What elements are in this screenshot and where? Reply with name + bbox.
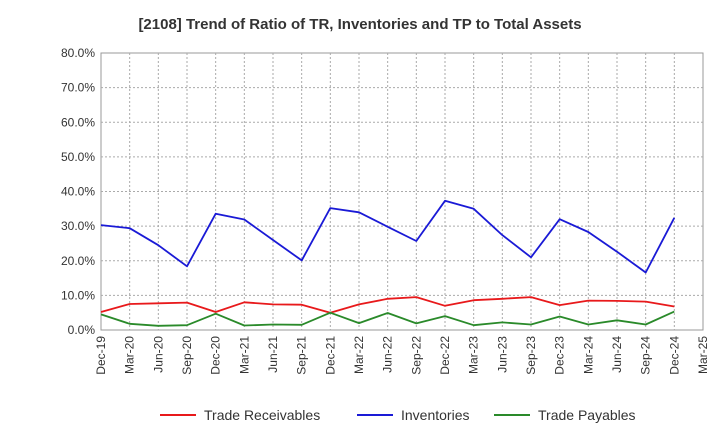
x-tick-label: Jun-24 xyxy=(610,336,624,373)
y-tick-label: 30.0% xyxy=(61,219,95,233)
y-tick-label: 10.0% xyxy=(61,288,95,302)
x-tick-label: Sep-21 xyxy=(295,336,309,375)
grid xyxy=(100,52,704,331)
x-tick-label: Jun-23 xyxy=(495,336,509,373)
series-line-inventories xyxy=(100,199,676,274)
x-tick-label: Sep-24 xyxy=(639,336,653,375)
x-tick-label: Mar-22 xyxy=(352,336,366,374)
x-tick-label: Jun-22 xyxy=(381,336,395,373)
x-axis: Dec-19 Mar-20 Jun-20 Sep-20 Dec-20 Mar-21 Jun-… xyxy=(94,336,710,375)
y-tick-label: 20.0% xyxy=(61,254,95,268)
x-tick-label: Jun-21 xyxy=(266,336,280,373)
y-tick-label: 40.0% xyxy=(61,185,95,199)
legend-label: Inventories xyxy=(401,407,469,423)
x-tick-label: Mar-24 xyxy=(581,336,595,374)
x-tick-label: Mar-25 xyxy=(696,336,710,374)
x-tick-label: Sep-23 xyxy=(524,336,538,375)
x-tick-label: Mar-20 xyxy=(123,336,137,374)
x-tick-label: Jun-20 xyxy=(151,336,165,373)
x-tick-label: Mar-21 xyxy=(237,336,251,374)
y-tick-label: 50.0% xyxy=(61,150,95,164)
legend-label: Trade Payables xyxy=(538,407,636,423)
x-tick-label: Sep-22 xyxy=(409,336,423,375)
chart-title: [2108] Trend of Ratio of TR, Inventories… xyxy=(138,16,581,33)
x-tick-label: Dec-23 xyxy=(553,336,567,375)
x-tick-label: Dec-19 xyxy=(94,336,108,375)
legend-label: Trade Receivables xyxy=(204,407,320,423)
legend-item: Trade Receivables xyxy=(160,407,320,423)
y-tick-label: 0.0% xyxy=(68,323,96,337)
legend-item: Trade Payables xyxy=(494,407,636,423)
x-tick-label: Dec-22 xyxy=(438,336,452,375)
series-line-trade-receivables xyxy=(100,296,675,314)
y-axis: 0.0% 10.0% 20.0% 30.0% 40.0% 50.0% 60.0% 70.0% 8… xyxy=(61,46,95,337)
y-tick-label: 80.0% xyxy=(61,46,95,60)
legend-item: Inventories xyxy=(357,407,469,423)
series-layer xyxy=(100,199,676,327)
y-tick-label: 70.0% xyxy=(61,81,95,95)
legend: Trade Receivables Inventories Trade Payabl… xyxy=(160,407,636,423)
x-tick-label: Dec-20 xyxy=(209,336,223,375)
x-tick-label: Dec-24 xyxy=(667,336,681,375)
series-line-trade-payables xyxy=(100,310,675,327)
x-tick-label: Sep-20 xyxy=(180,336,194,375)
x-tick-label: Dec-21 xyxy=(323,336,337,375)
y-tick-label: 60.0% xyxy=(61,115,95,129)
x-tick-label: Mar-23 xyxy=(467,336,481,374)
